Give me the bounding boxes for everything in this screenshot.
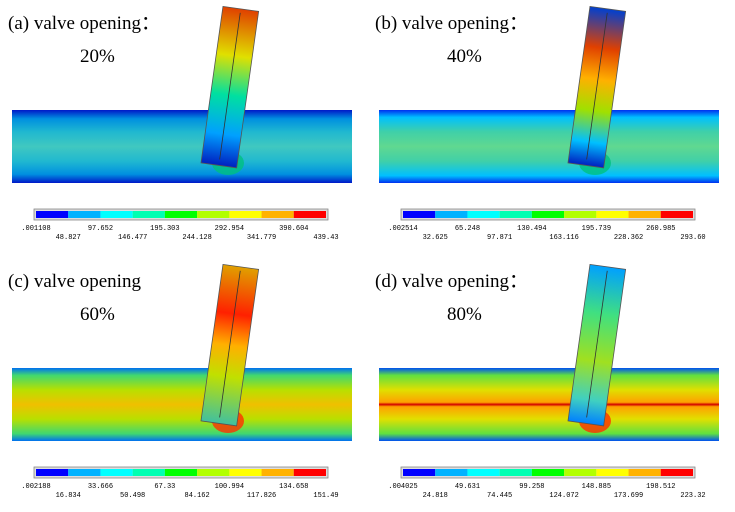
colorbar-label: 130.494 <box>517 225 546 233</box>
colorbar-label: 99.258 <box>519 483 544 491</box>
colorbar-segment <box>133 469 165 476</box>
colorbar-segment <box>564 211 596 218</box>
colorbar-label: .004025 <box>388 483 417 491</box>
colorbar-segment <box>197 211 229 218</box>
colorbar-segment <box>294 211 326 218</box>
pipe <box>12 368 352 441</box>
colorbar-segment <box>500 211 532 218</box>
colorbar-segment <box>661 211 693 218</box>
colorbar-segment <box>532 211 564 218</box>
colorbar-segment <box>36 469 68 476</box>
colorbar-segment <box>68 469 100 476</box>
panel-label: (c) valve opening <box>8 271 141 292</box>
figure: (a) valve opening： 20% .001108 48.827 97.652… <box>0 0 735 512</box>
colorbar-segment <box>403 469 435 476</box>
colorbar-label: 48.827 <box>56 234 81 242</box>
pipe <box>379 110 719 183</box>
colorbar-label: 163.116 <box>549 234 578 242</box>
colorbar-segment <box>564 469 596 476</box>
colorbar-segment <box>100 211 132 218</box>
panel-label: (b) valve opening： <box>375 13 528 34</box>
panel-label: (d) valve opening： <box>375 271 528 292</box>
colorbar-label: 33.666 <box>88 483 113 491</box>
colorbar-label: 223.32 <box>680 492 705 500</box>
colorbar-segment <box>661 469 693 476</box>
panel: (b) valve opening： 40% .002514 32.625 65.248… <box>375 6 719 242</box>
colorbar-segment <box>435 469 467 476</box>
colorbar-label: 146.477 <box>118 234 147 242</box>
colorbar-label: .001108 <box>21 225 50 233</box>
colorbar-label: 228.362 <box>614 234 643 242</box>
colorbar-segment <box>467 211 499 218</box>
colorbar-segment <box>68 211 100 218</box>
opening-value: 80% <box>447 304 482 325</box>
colorbar-segment <box>165 211 197 218</box>
colorbar-segment <box>532 469 564 476</box>
opening-value: 60% <box>80 304 115 325</box>
colorbar-label: 32.625 <box>423 234 448 242</box>
colorbar-label: 117.826 <box>247 492 276 500</box>
colorbar-label: 100.994 <box>215 483 244 491</box>
colorbar-label: 50.498 <box>120 492 145 500</box>
colorbar-label: 84.162 <box>185 492 210 500</box>
colorbar-label: 16.834 <box>56 492 81 500</box>
colorbar-label: 341.779 <box>247 234 276 242</box>
colorbar-label: 65.248 <box>455 225 480 233</box>
colorbar-label: .002188 <box>21 483 50 491</box>
colorbar-label: 74.445 <box>487 492 512 500</box>
colorbar-segment <box>596 469 628 476</box>
panel: (c) valve opening 60% .002188 16.834 33.666 5… <box>8 264 352 500</box>
colorbar-segment <box>165 469 197 476</box>
opening-value: 40% <box>447 46 482 67</box>
colorbar-segment <box>294 469 326 476</box>
colorbar-segment <box>629 469 661 476</box>
colorbar-label: 292.954 <box>215 225 244 233</box>
pipe <box>12 110 352 183</box>
panel: (d) valve opening： 80% .004025 24.818 49.631… <box>375 264 719 500</box>
colorbar-segment <box>467 469 499 476</box>
colorbar-label: 24.818 <box>423 492 448 500</box>
colorbar-label: 49.631 <box>455 483 480 491</box>
colorbar-label: .002514 <box>388 225 417 233</box>
colorbar-label: 198.512 <box>646 483 675 491</box>
colorbar-label: 293.60 <box>680 234 705 242</box>
panel-label: (a) valve opening： <box>8 13 160 34</box>
colorbar-segment <box>133 211 165 218</box>
colorbar-label: 124.072 <box>549 492 578 500</box>
colorbar-label: 134.658 <box>279 483 308 491</box>
panel: (a) valve opening： 20% .001108 48.827 97.652… <box>8 6 352 242</box>
colorbar-label: 439.43 <box>313 234 338 242</box>
pipe <box>379 368 719 441</box>
colorbar-segment <box>229 211 261 218</box>
colorbar-label: 173.699 <box>614 492 643 500</box>
colorbar-label: 151.49 <box>313 492 338 500</box>
colorbar-segment <box>629 211 661 218</box>
colorbar-label: 67.33 <box>154 483 175 491</box>
colorbar-label: 148.885 <box>582 483 611 491</box>
colorbar-segment <box>596 211 628 218</box>
colorbar-label: 97.871 <box>487 234 512 242</box>
colorbar-segment <box>262 469 294 476</box>
colorbar-segment <box>229 469 261 476</box>
colorbar-segment <box>36 211 68 218</box>
colorbar-segment <box>500 469 532 476</box>
colorbar-label: 195.739 <box>582 225 611 233</box>
colorbar-segment <box>262 211 294 218</box>
colorbar-segment <box>100 469 132 476</box>
colorbar-segment <box>197 469 229 476</box>
colorbar-label: 390.604 <box>279 225 308 233</box>
colorbar-label: 195.303 <box>150 225 179 233</box>
colorbar-label: 260.985 <box>646 225 675 233</box>
opening-value: 20% <box>80 46 115 67</box>
colorbar-label: 97.652 <box>88 225 113 233</box>
colorbar-segment <box>403 211 435 218</box>
colorbar-label: 244.128 <box>182 234 211 242</box>
colorbar-segment <box>435 211 467 218</box>
